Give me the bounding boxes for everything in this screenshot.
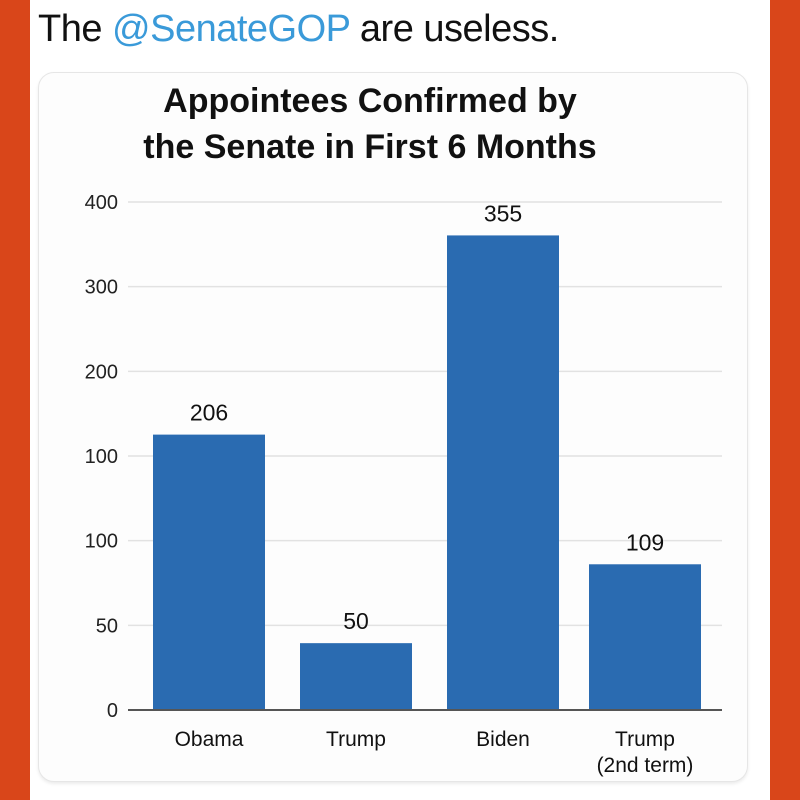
chart-title-line2: the Senate in First 6 Months: [143, 128, 597, 166]
data-label: 355: [484, 200, 522, 226]
tweet-text-suffix: are useless.: [349, 8, 559, 50]
data-label: 109: [626, 529, 664, 555]
bar-biden: [447, 235, 559, 710]
data-label: 206: [190, 400, 228, 426]
x-tick-label: Trump: [326, 728, 386, 751]
y-tick-label: 200: [85, 361, 118, 383]
y-tick-label: 300: [85, 277, 118, 299]
bar-obama: [153, 434, 265, 710]
y-tick-label: 100: [85, 446, 118, 468]
tweet-text-prefix: The: [38, 8, 113, 50]
y-tick-label: 50: [96, 615, 118, 637]
y-tick-label: 0: [107, 700, 118, 722]
data-label: 50: [343, 608, 369, 634]
tweet-text: The @SenateGOP are useless.: [38, 8, 559, 51]
x-tick-label: Biden: [476, 728, 530, 751]
bar-trump: [300, 643, 412, 710]
x-tick-label: Obama: [175, 728, 244, 751]
bar-trump: [589, 564, 701, 710]
chart-title: Appointees Confirmed by the Senate in Fi…: [0, 78, 740, 170]
chart-title-line1: Appointees Confirmed by: [163, 82, 577, 120]
x-tick-label: Trump: [615, 728, 675, 751]
mention-link[interactable]: @SenateGOP: [112, 8, 350, 50]
x-tick-sublabel: (2nd term): [597, 754, 694, 777]
y-tick-label: 100: [85, 531, 118, 553]
y-tick-label: 400: [85, 192, 118, 214]
